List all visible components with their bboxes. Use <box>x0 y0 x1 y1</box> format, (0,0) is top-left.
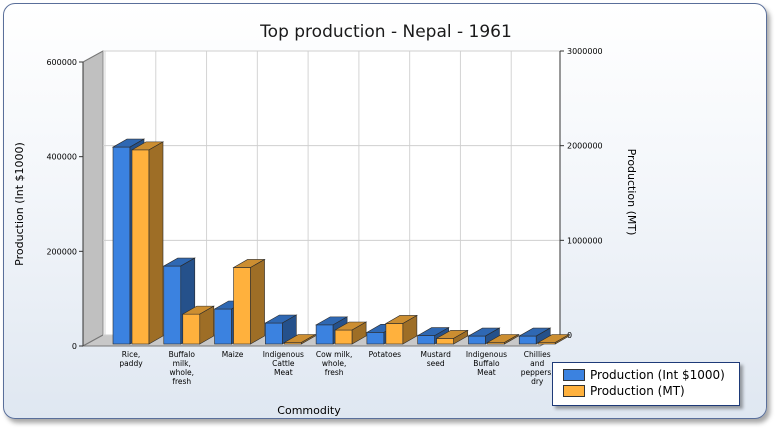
bar-mt-4-front <box>334 329 353 345</box>
legend-swatch-int <box>563 369 585 381</box>
bar-mt-2-side <box>250 258 265 345</box>
y2-tick-label: 2000000 <box>567 142 603 151</box>
bar-mt-0 <box>130 141 165 345</box>
y-axis-label: Production (Int $1000) <box>13 142 26 266</box>
bar-mt-8 <box>537 333 571 345</box>
x-tick-label: Maize <box>222 350 244 359</box>
bar-int-1-front <box>163 265 182 345</box>
bar-int-7-front <box>468 335 486 345</box>
bar-mt-7 <box>486 333 520 345</box>
x-tick-label: Cow milk, whole, fresh <box>316 350 353 377</box>
y-tick-label: 400000 <box>46 153 77 162</box>
side-wall <box>82 50 104 347</box>
bar-int-7 <box>467 327 501 345</box>
x-axis-label: Commodity <box>277 404 341 417</box>
chart-title: Top production - Nepal - 1961 <box>259 22 512 42</box>
bar-int-3 <box>264 314 298 345</box>
y2-tick-label: 0 <box>567 331 572 340</box>
bar-int-0-front <box>112 146 131 345</box>
bar-int-6-front <box>417 335 435 345</box>
x-tick-label: Potatoes <box>369 350 402 359</box>
x-tick-label: Buffalo milk, whole, fresh <box>169 350 196 386</box>
x-tick-label: Mustard seed <box>420 350 451 368</box>
bar-mt-5-side <box>402 314 418 345</box>
bar-mt-6-front <box>436 338 454 345</box>
bar-mt-0-front <box>131 149 150 345</box>
y2-tick-label: 1000000 <box>567 236 603 245</box>
y-tick-label: 200000 <box>46 247 77 256</box>
bar-int-3-front <box>265 322 283 345</box>
y-tick-label: 0 <box>72 342 77 351</box>
bar-mt-0-side <box>148 141 164 345</box>
x-tick-label: Chillies and peppers, dry <box>521 350 554 386</box>
bar-mt-3 <box>283 333 317 345</box>
legend-item-mt: Production (MT) <box>563 384 685 398</box>
legend-label-int: Production (Int $1000) <box>590 368 725 382</box>
x-tick-label: Indigenous Buffalo Meat <box>466 350 507 377</box>
bar-mt-7-side <box>504 333 519 345</box>
bar-mt-1 <box>181 305 215 345</box>
legend: Production (Int $1000) Production (MT) <box>552 362 740 406</box>
x-tick-label: Indigenous Cattle Meat <box>263 350 304 377</box>
bar-mt-4 <box>333 321 368 345</box>
bar-int-5-front <box>366 332 385 345</box>
bar-int-8 <box>518 327 552 345</box>
bar-mt-5 <box>384 314 419 345</box>
x-tick-label: Rice, paddy <box>119 350 143 368</box>
bar-mt-4-side <box>351 321 367 345</box>
bar-int-2-front <box>214 308 232 345</box>
bar-mt-6-side <box>453 329 468 345</box>
bar-mt-2 <box>232 258 266 345</box>
bar-mt-5-front <box>385 323 404 345</box>
legend-item-int: Production (Int $1000) <box>563 368 725 382</box>
bar-mt-8-side <box>554 333 570 345</box>
bar-int-4-front <box>315 324 334 345</box>
bar-mt-1-front <box>182 313 201 345</box>
bar-int-8-front <box>518 335 537 345</box>
legend-swatch-mt <box>563 385 585 397</box>
bar-mt-6 <box>435 329 469 345</box>
bar-mt-1-side <box>199 305 215 345</box>
y2-tick-label: 3000000 <box>567 47 603 56</box>
legend-label-mt: Production (MT) <box>590 384 685 398</box>
bar-mt-3-side <box>301 333 316 345</box>
y-tick-label: 600000 <box>46 58 77 67</box>
bar-mt-2-front <box>233 267 251 345</box>
y2-axis-label: Production (MT) <box>625 149 638 236</box>
